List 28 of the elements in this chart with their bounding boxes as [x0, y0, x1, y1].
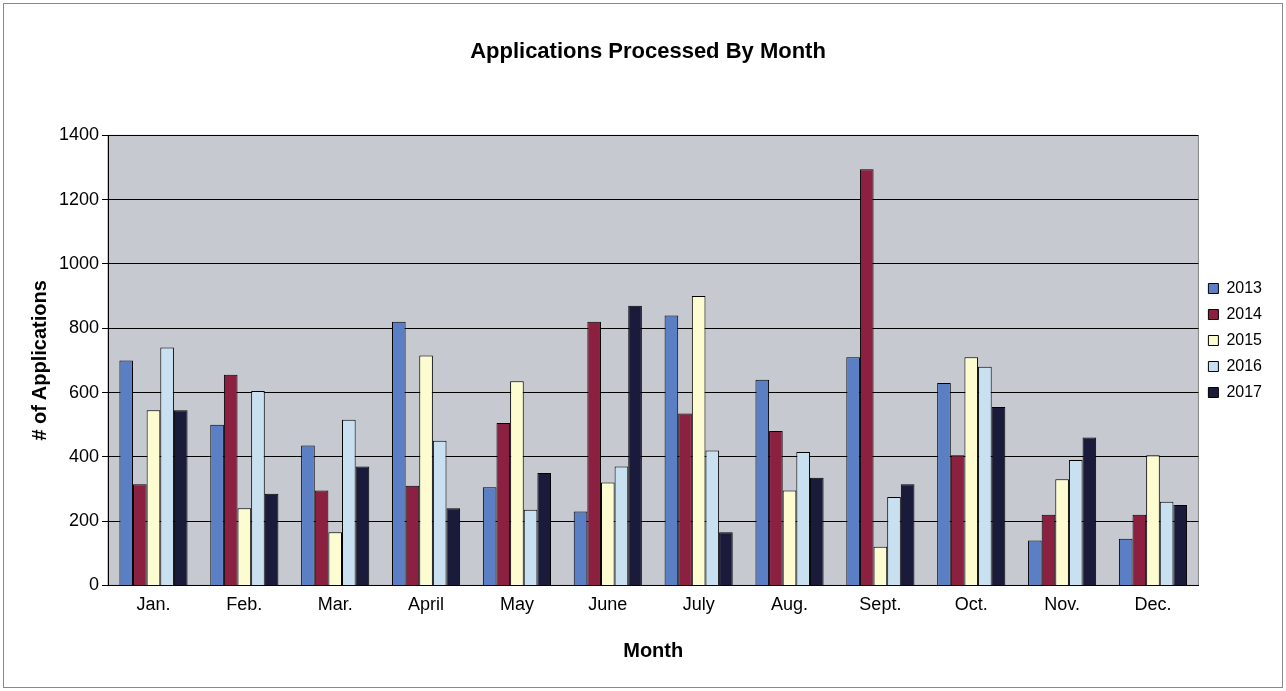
x-tick-label: April [408, 594, 445, 615]
x-tick-label: June [588, 594, 628, 615]
y-tick-label: 1000 [59, 252, 100, 273]
x-tick-label: Dec. [1134, 594, 1172, 615]
legend-label: 2013 [1226, 278, 1263, 296]
y-tick-label: 800 [69, 317, 100, 338]
y-axis-title: # of Applications [27, 280, 50, 441]
x-tick-label: Mar. [317, 594, 353, 615]
x-tick-label: Nov. [1044, 594, 1080, 615]
y-tick-label: 0 [89, 574, 100, 595]
x-tick-label: Oct. [954, 594, 988, 615]
legend-label: 2014 [1226, 304, 1263, 322]
y-tick-label: 400 [69, 445, 100, 466]
x-tick-label: May [499, 594, 534, 615]
y-tick-label: 1200 [59, 188, 100, 209]
y-tick-label: 200 [69, 510, 100, 531]
y-tick-label: 600 [69, 381, 100, 402]
y-tick-label: 1400 [59, 124, 100, 145]
legend-label: 2016 [1226, 356, 1263, 374]
legend-label: 2015 [1226, 330, 1263, 348]
x-tick-label: Feb. [226, 594, 263, 615]
x-tick-label: Aug. [771, 594, 809, 615]
legend-label: 2017 [1226, 382, 1263, 400]
x-tick-label: Jan. [136, 594, 171, 615]
x-tick-label: July [682, 594, 715, 615]
x-axis-title: Month [623, 638, 684, 661]
x-tick-label: Sept. [859, 594, 902, 615]
chart-title: Applications Processed By Month [470, 38, 826, 64]
